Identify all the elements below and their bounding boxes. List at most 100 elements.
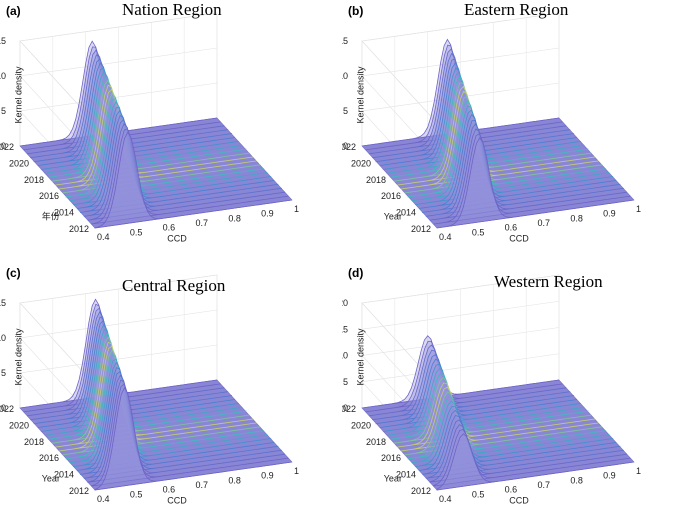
density-slice xyxy=(72,107,272,206)
density-slice xyxy=(37,320,236,428)
year-axis-label: Year xyxy=(384,474,402,484)
year-tick-label: 2012 xyxy=(69,486,89,496)
year-tick-label: 2020 xyxy=(351,158,371,168)
x-tick-label: 0.5 xyxy=(130,489,143,499)
density-slice xyxy=(51,336,250,444)
density-slice xyxy=(40,323,240,432)
year-tick-label: 2014 xyxy=(54,208,74,218)
plot-area: 0 5 10 15 0.4 0.5 0.6 0.7 0.8 0.9 1 2012 2014 2016 201… xyxy=(0,274,299,506)
x-tick-label: 0.4 xyxy=(439,232,452,242)
density-slice xyxy=(389,76,589,178)
year-tick-label: 2018 xyxy=(24,175,44,185)
density-slice xyxy=(87,379,285,483)
density-slice xyxy=(33,58,233,163)
density-slice xyxy=(94,131,293,229)
density-slice xyxy=(55,341,254,448)
year-tick-label: 2016 xyxy=(381,191,401,201)
density-slice xyxy=(87,123,285,221)
x-tick-label: 0.5 xyxy=(472,227,485,237)
x-tick-label: 0.9 xyxy=(261,209,274,219)
z-tick-label: 10 xyxy=(0,71,6,81)
density-slice xyxy=(379,358,578,428)
y-axis-label: Kernel density xyxy=(13,328,24,386)
plot-area: 0 5 10 15 0.4 0.5 0.6 0.7 0.8 0.9 1 2012 2014 2016 201… xyxy=(0,12,299,244)
kde-3d-plot-nation: 0 5 10 15 0.4 0.5 0.6 0.7 0.8 0.9 1 2012 2014 2016 201… xyxy=(0,12,299,244)
density-slice xyxy=(418,409,617,471)
panel-western: 0 5 10 15 20 0.4 0.5 0.6 0.7 0.8 0.9 1 2012 2014 2016 2… xyxy=(342,262,684,523)
x-tick-label: 0.7 xyxy=(538,480,551,490)
year-tick-label: 2018 xyxy=(24,437,44,447)
x-tick-label: 1 xyxy=(636,466,641,476)
x-tick-label: 0.8 xyxy=(228,213,241,223)
panel-title: Eastern Region xyxy=(464,0,569,19)
density-slice xyxy=(422,415,621,475)
x-tick-label: 1 xyxy=(294,204,299,214)
plot-area: 0 5 10 15 20 0.4 0.5 0.6 0.7 0.8 0.9 1 2012 2014 2016 2… xyxy=(342,274,641,506)
x-tick-label: 0.7 xyxy=(538,218,551,228)
z-tick-label: 0 xyxy=(1,141,6,151)
density-slice xyxy=(40,67,240,170)
z-tick-label: 0 xyxy=(343,403,348,413)
z-tick-label: 15 xyxy=(342,36,348,46)
x-axis-label: CCD xyxy=(509,496,529,506)
x-tick-label: 1 xyxy=(294,466,299,476)
year-tick-label: 2016 xyxy=(381,453,401,463)
panel-eastern: 0 5 10 15 0.4 0.5 0.6 0.7 0.8 0.9 1 2012 2014 2016 201… xyxy=(342,0,684,261)
x-tick-label: 0.8 xyxy=(570,213,583,223)
density-slice xyxy=(33,316,233,425)
density-slice xyxy=(432,429,631,487)
density-slice xyxy=(421,119,621,213)
density-slice xyxy=(90,128,289,225)
year-tick-label: 2014 xyxy=(396,208,416,218)
year-tick-label: 2012 xyxy=(411,224,431,234)
density-slice xyxy=(65,354,265,460)
density-slice xyxy=(62,92,261,194)
density-slice xyxy=(44,70,243,174)
density-slice xyxy=(83,119,283,217)
z-tick-label: 20 xyxy=(342,298,348,308)
x-axis-label: CCD xyxy=(167,234,187,244)
density-slice xyxy=(400,386,599,452)
z-tick-label: 5 xyxy=(343,377,348,387)
x-tick-label: 0.6 xyxy=(163,485,176,495)
year-tick-label: 2022 xyxy=(342,404,356,414)
density-slice xyxy=(29,311,229,421)
x-tick-label: 0.4 xyxy=(97,232,110,242)
z-tick-label: 15 xyxy=(342,324,348,334)
density-slice xyxy=(404,391,603,456)
x-tick-label: 0.9 xyxy=(603,471,616,481)
density-slice xyxy=(58,345,257,452)
panel-label: (a) xyxy=(6,4,21,18)
density-slice xyxy=(382,363,582,432)
x-tick-label: 0.4 xyxy=(439,494,452,504)
year-tick-label: 2016 xyxy=(39,191,59,201)
density-slice xyxy=(375,353,575,425)
x-tick-label: 0.8 xyxy=(570,475,583,485)
z-tick-label: 5 xyxy=(343,106,348,116)
x-tick-label: 0.5 xyxy=(130,227,143,237)
z-tick-label: 10 xyxy=(342,351,348,361)
density-slice xyxy=(404,95,603,194)
x-tick-label: 0.7 xyxy=(196,480,209,490)
density-slice xyxy=(365,340,563,413)
year-tick-label: 2018 xyxy=(366,175,386,185)
panel-nation: 0 5 10 15 0.4 0.5 0.6 0.7 0.8 0.9 1 2012 2014 2016 201… xyxy=(0,0,342,261)
density-slice xyxy=(407,99,607,198)
year-tick-label: 2014 xyxy=(54,470,74,480)
density-slice xyxy=(433,133,631,225)
year-tick-label: 2022 xyxy=(342,142,356,152)
density-slice xyxy=(90,383,289,487)
density-slice xyxy=(436,137,635,229)
year-tick-label: 2012 xyxy=(69,224,89,234)
density-slice xyxy=(361,335,560,409)
year-tick-label: 2016 xyxy=(39,453,59,463)
density-slice xyxy=(47,76,247,178)
y-axis-label: Kernel density xyxy=(355,328,366,386)
z-tick-label: 0 xyxy=(1,403,6,413)
panel-title: Western Region xyxy=(494,272,603,291)
density-slice xyxy=(72,361,272,468)
x-tick-label: 0.9 xyxy=(603,209,616,219)
density-slice xyxy=(79,370,279,475)
density-slice xyxy=(44,329,243,436)
x-tick-label: 1 xyxy=(636,204,641,214)
